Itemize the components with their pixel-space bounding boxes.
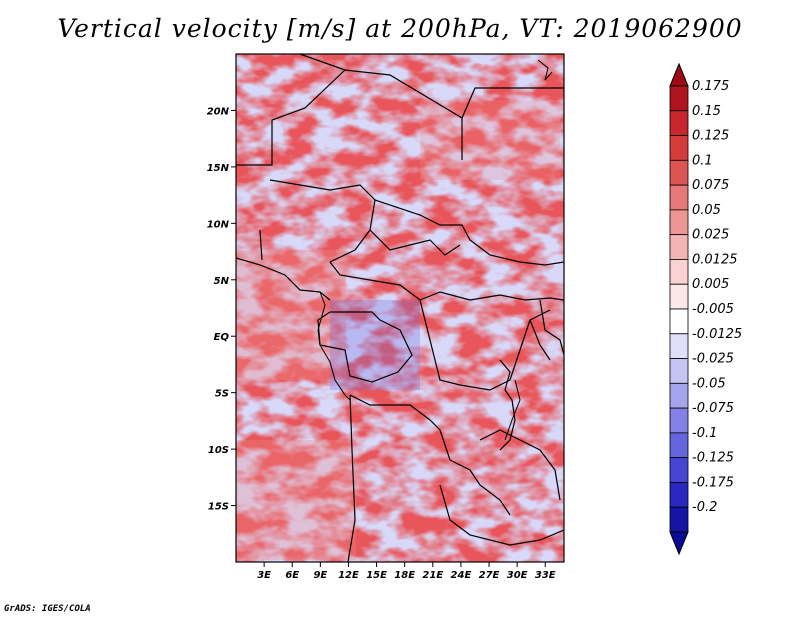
x-tick-label: 12E bbox=[338, 570, 359, 581]
x-tick-label: 9E bbox=[313, 570, 327, 581]
colorbar-label: 0.05 bbox=[692, 203, 721, 218]
colorbar-swatch bbox=[669, 110, 689, 136]
vertical-velocity-field bbox=[236, 54, 564, 562]
x-tick-label: 24E bbox=[451, 570, 472, 581]
colorbar-swatch bbox=[669, 506, 689, 533]
colorbar: 0.175 0.15 0.125 0.1 0.075 0.05 0.025 0.0125 0.0… bbox=[669, 62, 742, 556]
colorbar-label: 0.1 bbox=[692, 153, 713, 168]
colorbar-swatch bbox=[669, 457, 689, 483]
colorbar-label: -0.025 bbox=[692, 352, 734, 367]
colorbar-swatch bbox=[669, 358, 689, 384]
x-tick-label: 15E bbox=[366, 570, 387, 581]
colorbar-label: -0.175 bbox=[692, 475, 734, 490]
colorbar-swatch bbox=[669, 209, 689, 236]
colorbar-label: 0.075 bbox=[692, 178, 729, 193]
colorbar-swatch bbox=[669, 382, 689, 409]
colorbar-label: 0.0125 bbox=[692, 252, 738, 267]
x-tick-label: 18E bbox=[394, 570, 415, 581]
coastlines bbox=[317, 59, 553, 441]
grads-credit: GrADS: IGES/COLA bbox=[4, 604, 91, 614]
y-tick-label: 15S bbox=[208, 502, 229, 513]
y-tick-label: EQ bbox=[214, 332, 230, 343]
colorbar-label: -0.2 bbox=[692, 500, 717, 515]
x-tick-label: 6E bbox=[285, 570, 299, 581]
colorbar-label: -0.125 bbox=[692, 451, 734, 466]
colorbar-swatch bbox=[669, 159, 689, 186]
x-tick-label: 3E bbox=[257, 570, 271, 581]
colorbar-swatch bbox=[669, 135, 689, 161]
x-axis: 3E 6E 9E 12E 15E 18E 21E 24E 27E 30E 33E bbox=[257, 562, 556, 581]
y-tick-label: 5S bbox=[215, 389, 229, 400]
colorbar-label: 0.025 bbox=[692, 228, 729, 243]
x-tick-label: 30E bbox=[507, 570, 528, 581]
colorbar-label: -0.005 bbox=[692, 302, 734, 317]
y-tick-label: 10N bbox=[207, 219, 230, 230]
y-tick-label: 15N bbox=[207, 163, 230, 174]
colorbar-label: -0.075 bbox=[692, 401, 734, 416]
colorbar-swatch bbox=[669, 333, 689, 359]
colorbar-label: -0.0125 bbox=[692, 327, 742, 342]
y-axis: 20N 15N 10N 5N EQ 5S 10S 15S bbox=[207, 106, 236, 513]
y-tick-label: 20N bbox=[207, 106, 230, 117]
x-tick-label: 33E bbox=[535, 570, 556, 581]
colorbar-bottom-arrow bbox=[669, 531, 689, 556]
colorbar-swatch bbox=[669, 407, 689, 434]
colorbar-swatch bbox=[669, 482, 689, 508]
country-borders bbox=[236, 54, 564, 562]
colorbar-swatch bbox=[669, 85, 689, 112]
colorbar-label: 0.15 bbox=[692, 104, 721, 119]
colorbar-swatch bbox=[669, 234, 689, 260]
colorbar-swatch bbox=[669, 184, 689, 211]
colorbar-label: 0.175 bbox=[692, 79, 729, 94]
colorbar-swatch bbox=[669, 259, 689, 285]
colorbar-swatch bbox=[669, 432, 689, 459]
y-tick-label: 5N bbox=[214, 276, 230, 287]
x-tick-label: 21E bbox=[422, 570, 443, 581]
colorbar-swatch bbox=[669, 283, 689, 310]
x-tick-label: 27E bbox=[479, 570, 500, 581]
colorbar-label: -0.05 bbox=[692, 376, 726, 391]
map-title: Vertical velocity [m/s] at 200hPa, VT: 2… bbox=[57, 14, 743, 43]
colorbar-label: -0.1 bbox=[692, 426, 717, 441]
map-frame bbox=[235, 53, 565, 563]
y-tick-label: 10S bbox=[208, 445, 229, 456]
colorbar-swatch bbox=[669, 308, 689, 335]
colorbar-label: 0.005 bbox=[692, 277, 729, 292]
colorbar-label: 0.125 bbox=[692, 129, 729, 144]
colorbar-top-arrow bbox=[669, 62, 689, 87]
